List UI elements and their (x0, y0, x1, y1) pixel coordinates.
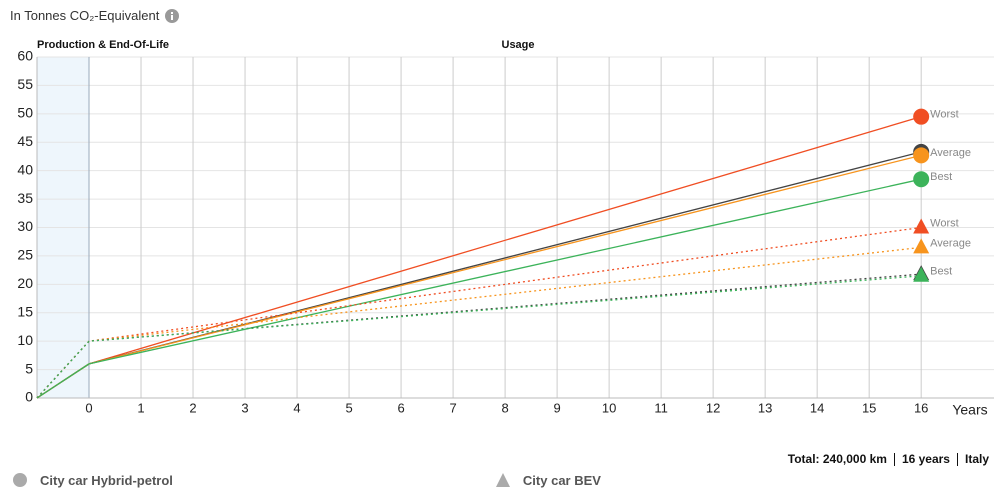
legend-label: City car Hybrid-petrol (40, 472, 173, 488)
footer-item: Italy (956, 453, 996, 466)
phase-label: Production & End-Of-Life (37, 39, 169, 51)
y-tick-label: 50 (17, 105, 33, 121)
end-marker (913, 218, 930, 234)
series-line (36, 116, 922, 399)
x-tick-label: 2 (189, 400, 196, 415)
x-tick-label: 12 (706, 400, 720, 415)
footer: Total: 240,000 km 16 years Italy (781, 453, 996, 466)
y-tick-label: 5 (25, 360, 33, 376)
x-tick-label: 10 (602, 400, 616, 415)
legend-label: City car BEV (522, 472, 601, 488)
x-tick-label: 13 (758, 400, 772, 415)
legend: City car Hybrid-petrol City car BEV (12, 472, 601, 488)
y-tick-label: 10 (17, 332, 33, 348)
y-tick-label: 35 (17, 190, 33, 206)
x-tick-label: 16 (914, 400, 928, 415)
y-tick-label: 25 (17, 247, 33, 263)
end-marker (913, 147, 930, 164)
y-tick-label: 60 (17, 48, 33, 64)
legend-item[interactable]: City car BEV (495, 472, 601, 488)
end-marker (913, 108, 930, 125)
series-line (36, 246, 922, 399)
chart: Production & End-Of-Life Usage05101520253… (17, 39, 994, 418)
y-tick-label: 45 (17, 133, 33, 149)
y-tick-label: 55 (17, 76, 33, 92)
x-tick-label: 14 (810, 400, 824, 415)
x-tick-label: 6 (397, 400, 404, 415)
series-line (36, 178, 922, 399)
x-tick-label: 3 (241, 400, 248, 415)
end-label: Average (930, 237, 971, 249)
x-tick-label: 8 (501, 400, 508, 415)
series-line (36, 275, 922, 399)
y-tick-label: 15 (17, 303, 33, 319)
info-icon[interactable] (165, 8, 180, 23)
footer-item: Total: 240,000 km (787, 452, 887, 466)
y-tick-label: 40 (17, 161, 33, 177)
end-label: Worst (930, 217, 959, 229)
x-tick-label: 15 (862, 400, 876, 415)
end-marker (913, 238, 930, 254)
y-tick-label: 20 (17, 275, 33, 291)
end-label: Average (930, 147, 971, 159)
x-tick-label: 1 (137, 400, 144, 415)
y-tick-label: 0 (25, 389, 33, 405)
x-tick-label: 4 (293, 400, 300, 415)
phase-label: Usage (502, 39, 535, 51)
x-tick-label: 7 (449, 400, 456, 415)
x-tick-label: 11 (654, 400, 668, 415)
x-tick-label: 5 (345, 400, 352, 415)
chart-header: In Tonnes CO₂-Equivalent (10, 8, 180, 23)
end-label: Best (930, 171, 952, 183)
end-label: Worst (930, 109, 959, 121)
x-axis-label: Years (952, 402, 987, 418)
y-tick-label: 30 (17, 218, 33, 234)
end-label: Best (930, 266, 952, 278)
x-tick-label: 0 (85, 400, 92, 415)
chart-title: In Tonnes CO₂-Equivalent (10, 8, 160, 23)
series-line (36, 273, 922, 399)
end-marker (913, 266, 930, 282)
footer-item: 16 years (893, 453, 957, 466)
end-marker (913, 171, 930, 188)
x-tick-label: 9 (553, 400, 560, 415)
legend-item[interactable]: City car Hybrid-petrol (12, 472, 173, 488)
